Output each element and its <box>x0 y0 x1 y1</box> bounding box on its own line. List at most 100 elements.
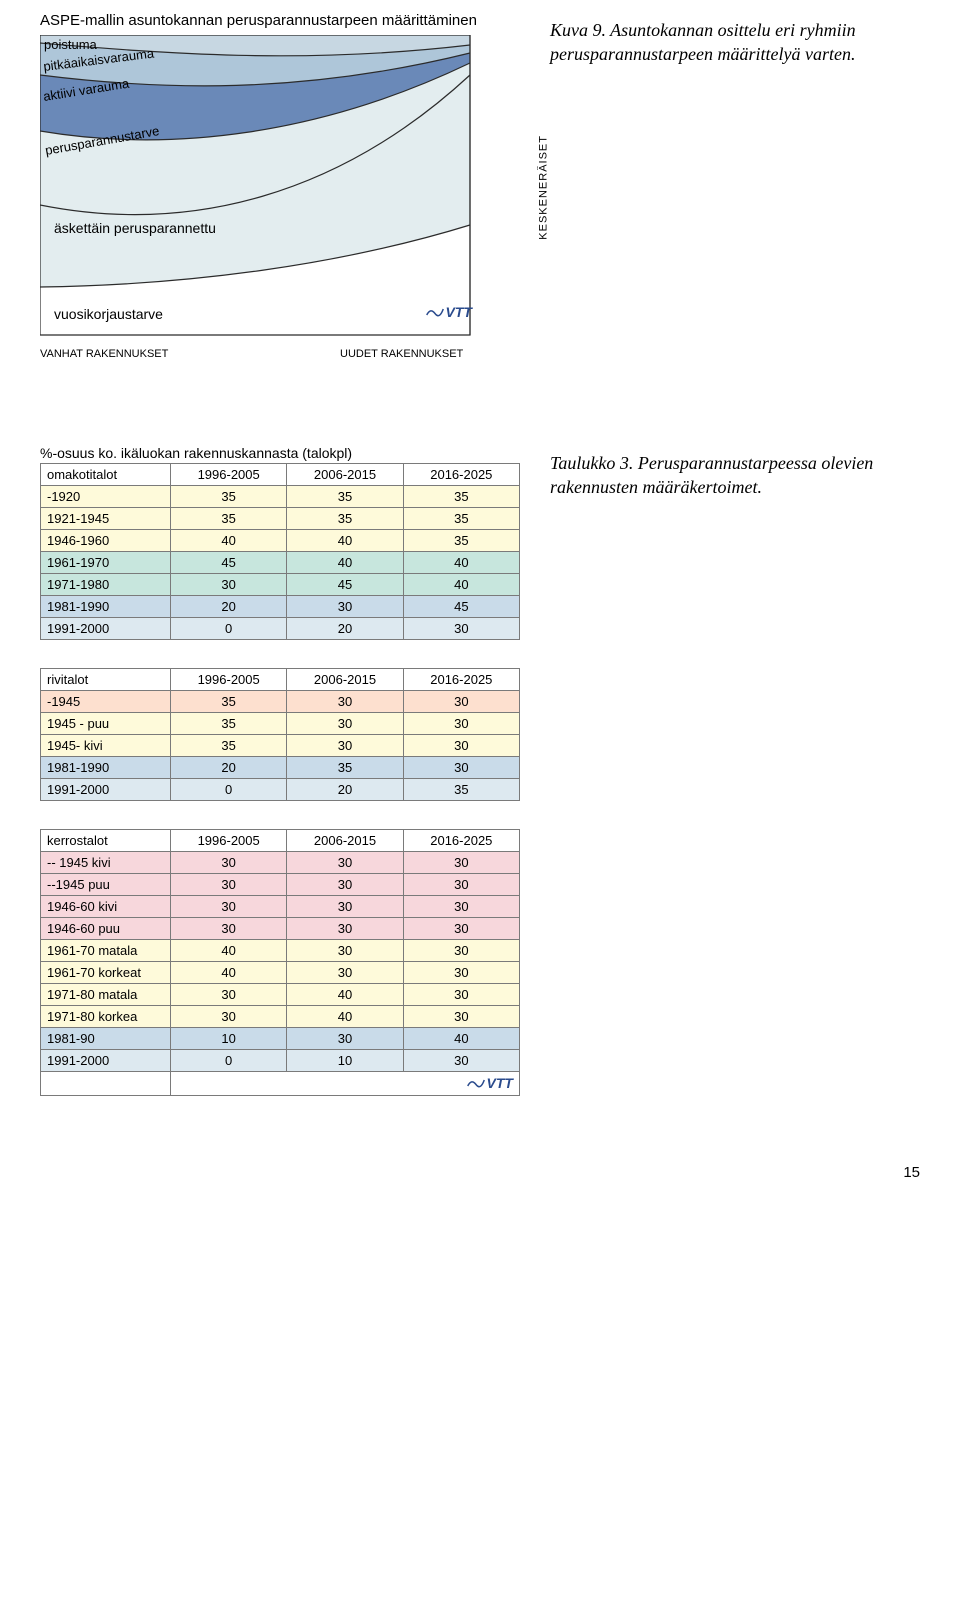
table-row: 1945 - puu353030 <box>41 713 520 735</box>
vtt-logo-cell: VTT <box>171 1072 520 1096</box>
table-row: 1991-200002030 <box>41 618 520 640</box>
row-label: -1945 <box>41 691 171 713</box>
cell-value: 0 <box>171 618 287 640</box>
table-row: 1981-1990203045 <box>41 596 520 618</box>
data-table: rivitalot1996-20052006-20152016-2025-194… <box>40 668 520 801</box>
cell-value: 30 <box>403 1006 519 1028</box>
column-header: 2006-2015 <box>287 830 403 852</box>
row-label: 1961-1970 <box>41 552 171 574</box>
cell-value: 30 <box>403 874 519 896</box>
cell-value: 30 <box>403 691 519 713</box>
cell-value: 30 <box>171 874 287 896</box>
cell-value: 35 <box>403 486 519 508</box>
column-header: 1996-2005 <box>171 464 287 486</box>
row-label: 1971-80 matala <box>41 984 171 1006</box>
cell-value: 40 <box>287 552 403 574</box>
cell-value: 35 <box>287 508 403 530</box>
table-row: -1945353030 <box>41 691 520 713</box>
svg-text:VANHAT RAKENNUKSET: VANHAT RAKENNUKSET <box>40 348 169 360</box>
cell-value: 45 <box>171 552 287 574</box>
cell-value: 30 <box>403 618 519 640</box>
cell-value: 30 <box>287 874 403 896</box>
row-label: 1971-1980 <box>41 574 171 596</box>
diagram-title: ASPE-mallin asuntokannan perusparannusta… <box>40 12 520 29</box>
cell-value: 30 <box>287 918 403 940</box>
svg-text:UUDET RAKENNUKSET: UUDET RAKENNUKSET <box>340 348 464 360</box>
cell-value: 30 <box>287 596 403 618</box>
cell-value: 30 <box>287 896 403 918</box>
svg-text:äskettäin perusparannettu: äskettäin perusparannettu <box>54 220 216 236</box>
table-row: 1961-70 korkeat403030 <box>41 962 520 984</box>
cell-value: 45 <box>403 596 519 618</box>
cell-value: 30 <box>403 735 519 757</box>
cell-value: 30 <box>287 735 403 757</box>
cell-value: 35 <box>171 691 287 713</box>
cell-value: 30 <box>171 852 287 874</box>
table-row: 1991-200002035 <box>41 779 520 801</box>
cell-value: 30 <box>171 1006 287 1028</box>
table-row: 1945- kivi353030 <box>41 735 520 757</box>
cell-value: 35 <box>287 486 403 508</box>
cell-value: 30 <box>403 984 519 1006</box>
row-label: 1981-1990 <box>41 757 171 779</box>
table-row: 1971-80 matala304030 <box>41 984 520 1006</box>
aspe-diagram: poistumapitkäaikaisvaraumaaktiivi varaum… <box>40 35 520 375</box>
diagram-side-label: KESKENERÄISET <box>538 135 550 240</box>
cell-value: 45 <box>287 574 403 596</box>
table-row: 1961-70 matala403030 <box>41 940 520 962</box>
column-header: 2006-2015 <box>287 669 403 691</box>
column-header: rivitalot <box>41 669 171 691</box>
cell-value: 35 <box>171 486 287 508</box>
table-row: 1981-90103040 <box>41 1028 520 1050</box>
cell-value: 30 <box>403 757 519 779</box>
column-header: 2006-2015 <box>287 464 403 486</box>
cell-value: 30 <box>403 1050 519 1072</box>
cell-value: 10 <box>287 1050 403 1072</box>
column-header: omakotitalot <box>41 464 171 486</box>
column-header: 2016-2025 <box>403 830 519 852</box>
cell-value: 0 <box>171 1050 287 1072</box>
cell-value: 20 <box>171 757 287 779</box>
column-header: 2016-2025 <box>403 464 519 486</box>
cell-value: 0 <box>171 779 287 801</box>
column-header: 1996-2005 <box>171 669 287 691</box>
cell-value: 30 <box>171 918 287 940</box>
cell-value: 35 <box>403 508 519 530</box>
row-label: 1961-70 matala <box>41 940 171 962</box>
row-label: 1981-90 <box>41 1028 171 1050</box>
row-label: 1981-1990 <box>41 596 171 618</box>
table-row: -1920353535 <box>41 486 520 508</box>
column-header: kerrostalot <box>41 830 171 852</box>
cell-value: 30 <box>171 984 287 1006</box>
row-label: 1991-2000 <box>41 618 171 640</box>
column-header: 1996-2005 <box>171 830 287 852</box>
cell-value: 20 <box>287 779 403 801</box>
row-label: -- 1945 kivi <box>41 852 171 874</box>
cell-value: 35 <box>403 530 519 552</box>
data-table: kerrostalot1996-20052006-20152016-2025 --… <box>40 829 520 1096</box>
data-table: omakotitalot1996-20052006-20152016-2025-… <box>40 463 520 640</box>
row-label: 1971-80 korkea <box>41 1006 171 1028</box>
cell-value: 30 <box>171 574 287 596</box>
cell-value: 30 <box>403 940 519 962</box>
table-row: 1981-1990203530 <box>41 757 520 779</box>
row-label: 1946-1960 <box>41 530 171 552</box>
table-row: 1971-1980304540 <box>41 574 520 596</box>
vtt-logo-chart: VTT <box>426 304 472 323</box>
cell-value: 40 <box>403 1028 519 1050</box>
cell-value: 30 <box>287 852 403 874</box>
cell-value: 30 <box>287 940 403 962</box>
table-row: 1946-60 puu303030 <box>41 918 520 940</box>
row-label: -1920 <box>41 486 171 508</box>
cell-value: 20 <box>171 596 287 618</box>
svg-text:vuosikorjaustarve: vuosikorjaustarve <box>54 306 163 322</box>
row-label: 1945 - puu <box>41 713 171 735</box>
row-label: 1961-70 korkeat <box>41 962 171 984</box>
cell-value: 40 <box>287 530 403 552</box>
cell-value: 10 <box>171 1028 287 1050</box>
table-row: --1945 puu303030 <box>41 874 520 896</box>
cell-value: 30 <box>287 962 403 984</box>
table-row: 1971-80 korkea304030 <box>41 1006 520 1028</box>
cell-value: 40 <box>171 530 287 552</box>
row-label: 1921-1945 <box>41 508 171 530</box>
